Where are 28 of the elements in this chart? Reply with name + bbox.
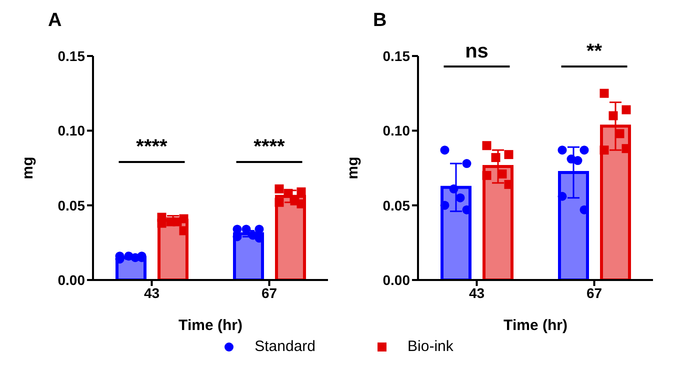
y-tick-label: 0.15 [382,48,410,64]
x-axis-title: Time (hr) [504,317,568,334]
y-tick-label: 0.00 [58,272,86,288]
chart-title: A [48,10,62,32]
bar [440,186,472,280]
bar [482,165,514,280]
y-tick-label: 0.10 [382,122,410,139]
annotation: ** [586,40,602,62]
y-tick-label: 0.05 [382,197,410,214]
annotation: ns [465,40,488,62]
x-tick-label: 67 [586,284,602,301]
legend-label: Bio-ink [408,338,454,355]
y-axis-title: mg [19,156,36,180]
x-tick-label: 43 [468,284,485,301]
annotation: **** [136,136,168,158]
annotation: **** [254,136,286,158]
bar [600,124,631,280]
bar [558,170,589,280]
chart-title: B [373,10,387,32]
y-axis-title: mg [344,156,362,180]
y-tick-label: 0.15 [58,48,86,64]
x-tick-label: 43 [144,284,160,301]
y-tick-label: 0.00 [382,272,410,288]
legend-label: Standard [254,338,316,355]
y-tick-label: 0.05 [58,197,86,214]
y-tick-label: 0.10 [58,122,86,139]
x-tick-label: 67 [261,284,278,301]
x-axis-title: Time (hr) [178,317,242,334]
